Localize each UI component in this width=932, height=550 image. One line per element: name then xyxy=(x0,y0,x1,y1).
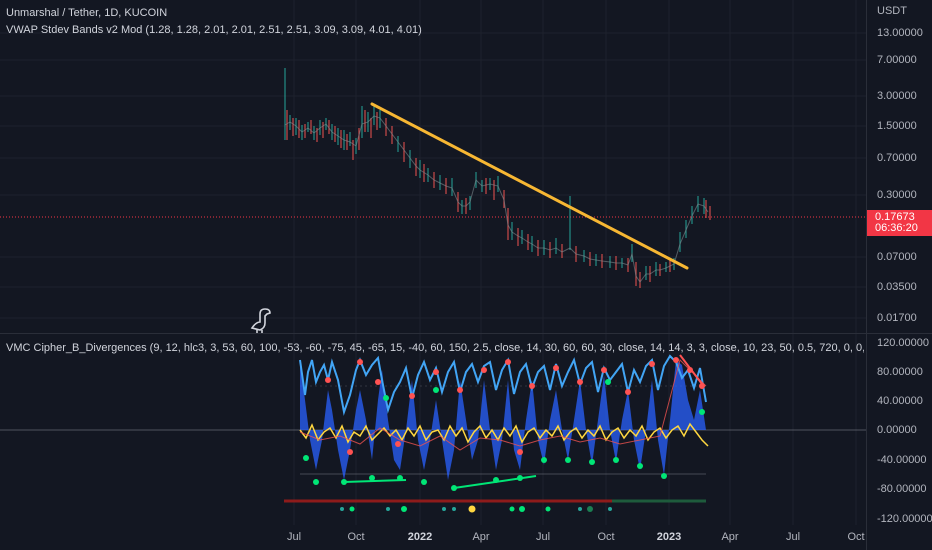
trendline-drawing[interactable] xyxy=(370,102,689,270)
time-axis-label: Jul xyxy=(535,531,551,543)
price-axis-label: 0.70000 xyxy=(877,152,917,164)
vwap-indicator-legend[interactable]: VWAP Stdev Bands v2 Mod (1.28, 1.28, 2.0… xyxy=(6,24,422,36)
osc-axis-label: 120.00000 xyxy=(877,337,929,349)
rsi-line xyxy=(299,359,707,451)
time-axis-label: Oct xyxy=(347,531,365,543)
osc-axis-label: -40.00000 xyxy=(877,454,927,466)
price-axis-label: 0.01700 xyxy=(877,312,917,324)
time-axis-label: 2022 xyxy=(407,531,433,543)
last-price-value: 0.17673 xyxy=(875,211,915,223)
bar-countdown: 06:36:20 xyxy=(875,222,918,234)
price-axis[interactable]: USDT 13.00000 7.00000 3.00000 1.50000 0.… xyxy=(866,0,932,550)
wavetrend-line xyxy=(299,354,707,416)
time-axis-label: Jul xyxy=(286,531,302,543)
price-axis-label: 0.03500 xyxy=(877,281,917,293)
time-axis-label: Jul xyxy=(785,531,801,543)
osc-axis-label: -120.00000 xyxy=(877,513,932,525)
dinosaur-icon xyxy=(250,308,271,333)
pane-separator[interactable] xyxy=(0,333,932,334)
time-axis-label: Apr xyxy=(472,531,490,543)
price-close-line xyxy=(284,115,709,283)
osc-axis-label: 40.00000 xyxy=(877,395,923,407)
time-grid xyxy=(293,0,857,525)
time-axis-label: Oct xyxy=(597,531,615,543)
price-series-up xyxy=(284,68,705,280)
osc-axis-label: 80.00000 xyxy=(877,366,923,378)
time-axis-label: 2023 xyxy=(656,531,682,543)
bear-dots xyxy=(325,357,705,455)
price-axis-label: 0.07000 xyxy=(877,251,917,263)
cipher-indicator-legend[interactable]: VMC Cipher_B_Divergences (9, 12, hlc3, 3… xyxy=(6,342,864,354)
price-grid xyxy=(0,32,866,319)
last-price-tag: 0.17673 06:36:20 xyxy=(867,210,932,236)
oscillator-panel[interactable] xyxy=(0,354,866,513)
money-flow-line xyxy=(299,422,709,447)
price-axis-label: 0.30000 xyxy=(877,189,917,201)
time-axis-label: Oct xyxy=(847,531,865,543)
bull-dots xyxy=(303,379,705,491)
time-axis-label: Apr xyxy=(721,531,739,543)
osc-axis-label: -80.00000 xyxy=(877,483,927,495)
price-axis-label: 7.00000 xyxy=(877,54,917,66)
osc-axis-label: 0.00000 xyxy=(877,424,917,436)
bull-divergence-line-1 xyxy=(343,479,407,483)
symbol-legend[interactable]: Unmarshal / Tether, 1D, KUCOIN xyxy=(6,7,168,19)
wavetrend-area xyxy=(300,360,706,480)
signal-dots xyxy=(340,505,612,513)
price-candles[interactable] xyxy=(284,68,711,288)
price-axis-currency: USDT xyxy=(877,5,907,17)
price-axis-label: 3.00000 xyxy=(877,90,917,102)
price-axis-label: 1.50000 xyxy=(877,120,917,132)
price-axis-label: 13.00000 xyxy=(877,27,923,39)
chart-canvas[interactable] xyxy=(0,0,866,550)
